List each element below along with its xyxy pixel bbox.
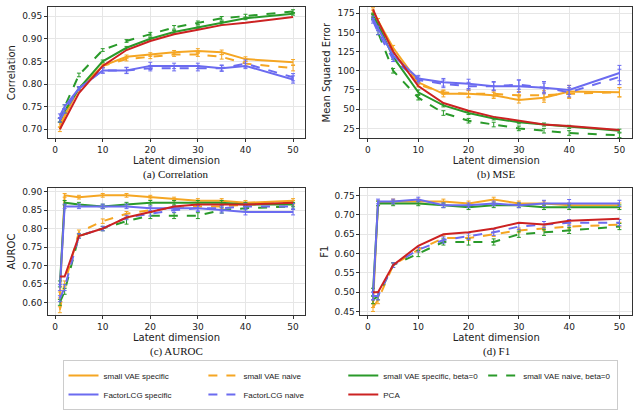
svg-text:FactorLCG naive: FactorLCG naive bbox=[243, 391, 304, 400]
svg-text:0: 0 bbox=[365, 145, 371, 155]
svg-text:50: 50 bbox=[287, 145, 299, 155]
svg-text:10: 10 bbox=[413, 322, 425, 332]
svg-text:small VAE specific, beta=0: small VAE specific, beta=0 bbox=[383, 372, 478, 381]
svg-text:(b) MSE: (b) MSE bbox=[477, 168, 515, 181]
svg-text:(d) F1: (d) F1 bbox=[483, 345, 510, 358]
svg-text:50: 50 bbox=[343, 104, 355, 114]
svg-text:Correlation: Correlation bbox=[6, 45, 17, 100]
svg-text:small VAE naive, beta=0: small VAE naive, beta=0 bbox=[523, 372, 610, 381]
svg-text:50: 50 bbox=[614, 322, 626, 332]
svg-text:0.90: 0.90 bbox=[22, 187, 42, 197]
svg-text:175: 175 bbox=[337, 8, 354, 18]
svg-text:10: 10 bbox=[97, 145, 109, 155]
svg-text:0.95: 0.95 bbox=[22, 11, 42, 21]
svg-text:Latent dimension: Latent dimension bbox=[133, 332, 220, 343]
svg-text:0.50: 0.50 bbox=[335, 287, 355, 297]
svg-text:small VAE naive: small VAE naive bbox=[243, 372, 301, 381]
svg-text:0.65: 0.65 bbox=[22, 279, 42, 289]
svg-text:150: 150 bbox=[337, 27, 354, 37]
svg-text:50: 50 bbox=[614, 145, 626, 155]
svg-text:0: 0 bbox=[365, 322, 371, 332]
svg-text:small VAE specific: small VAE specific bbox=[104, 372, 169, 381]
svg-text:30: 30 bbox=[192, 322, 204, 332]
svg-text:0.60: 0.60 bbox=[335, 249, 355, 259]
svg-text:0.75: 0.75 bbox=[335, 191, 355, 201]
svg-text:PCA: PCA bbox=[383, 391, 400, 400]
svg-text:25: 25 bbox=[343, 124, 354, 134]
svg-text:0: 0 bbox=[52, 322, 58, 332]
svg-text:10: 10 bbox=[97, 322, 109, 332]
svg-text:0.80: 0.80 bbox=[22, 224, 42, 234]
svg-text:0.65: 0.65 bbox=[335, 229, 355, 239]
svg-text:Mean Squared Error: Mean Squared Error bbox=[321, 22, 332, 122]
svg-text:20: 20 bbox=[145, 322, 157, 332]
svg-text:FactorLCG specific: FactorLCG specific bbox=[104, 391, 172, 400]
svg-text:Latent dimension: Latent dimension bbox=[133, 155, 220, 166]
svg-text:20: 20 bbox=[463, 145, 475, 155]
svg-text:0.60: 0.60 bbox=[22, 298, 42, 308]
svg-text:50: 50 bbox=[287, 322, 299, 332]
svg-text:0: 0 bbox=[52, 145, 58, 155]
svg-text:0.90: 0.90 bbox=[22, 34, 42, 44]
svg-text:0.85: 0.85 bbox=[22, 205, 42, 215]
svg-text:20: 20 bbox=[145, 145, 157, 155]
svg-text:100: 100 bbox=[337, 66, 354, 76]
svg-text:0.70: 0.70 bbox=[22, 124, 42, 134]
svg-text:(c) AUROC: (c) AUROC bbox=[150, 345, 203, 358]
svg-text:20: 20 bbox=[463, 322, 475, 332]
svg-text:40: 40 bbox=[563, 322, 575, 332]
svg-text:0.70: 0.70 bbox=[335, 210, 355, 220]
svg-text:40: 40 bbox=[563, 145, 575, 155]
svg-text:F1: F1 bbox=[319, 246, 330, 258]
svg-text:0.55: 0.55 bbox=[335, 268, 355, 278]
svg-text:0.80: 0.80 bbox=[22, 79, 42, 89]
svg-text:0.75: 0.75 bbox=[22, 242, 42, 252]
svg-text:30: 30 bbox=[513, 322, 525, 332]
svg-text:30: 30 bbox=[192, 145, 204, 155]
svg-text:Latent dimension: Latent dimension bbox=[453, 155, 540, 166]
svg-text:75: 75 bbox=[343, 85, 354, 95]
svg-text:10: 10 bbox=[413, 145, 425, 155]
svg-text:0.70: 0.70 bbox=[22, 261, 42, 271]
svg-text:0.75: 0.75 bbox=[22, 102, 42, 112]
svg-text:40: 40 bbox=[240, 322, 252, 332]
svg-text:40: 40 bbox=[240, 145, 252, 155]
svg-text:30: 30 bbox=[513, 145, 525, 155]
svg-text:125: 125 bbox=[337, 47, 354, 57]
svg-text:0.85: 0.85 bbox=[22, 57, 42, 67]
svg-text:Latent dimension: Latent dimension bbox=[453, 332, 540, 343]
svg-text:0.45: 0.45 bbox=[335, 307, 355, 317]
svg-text:AUROC: AUROC bbox=[6, 234, 17, 270]
svg-text:(a) Correlation: (a) Correlation bbox=[143, 168, 209, 181]
